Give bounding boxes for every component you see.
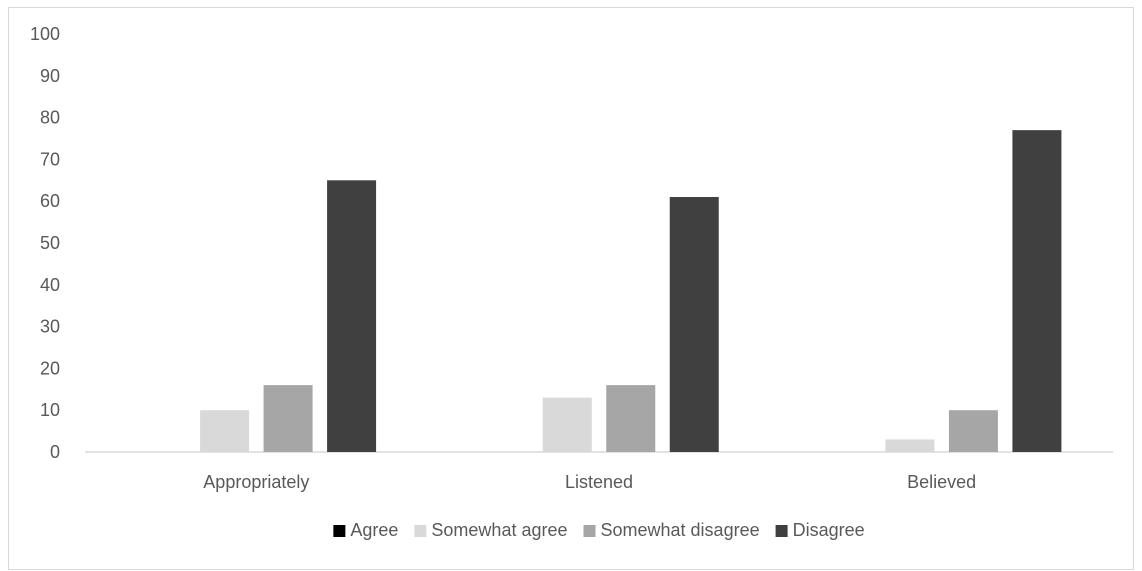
bar-somewhat-agree-appropriately: [200, 410, 250, 452]
x-category-label: Appropriately: [203, 472, 309, 492]
y-tick-label: 60: [40, 191, 60, 211]
x-axis-category-labels: Appropriately Listened Believed: [203, 472, 976, 492]
y-axis-tick-labels: 0 10 20 30 40 50 60 70 80 90 100: [30, 24, 60, 462]
bar-somewhat-agree-believed: [885, 439, 935, 452]
y-tick-label: 0: [50, 442, 60, 462]
legend-label: Agree: [350, 520, 398, 540]
y-tick-label: 20: [40, 358, 60, 378]
chart-frame: [8, 7, 1134, 570]
legend-swatch: [414, 525, 427, 537]
legend-swatch: [583, 525, 596, 537]
x-category-label: Believed: [907, 472, 976, 492]
bar-marks: [200, 130, 1062, 453]
bar-somewhat-disagree-believed: [948, 410, 998, 452]
legend-item-agree: Agree: [333, 520, 398, 540]
bar-somewhat-disagree-appropriately: [263, 385, 313, 452]
legend-item-somewhat-disagree: Somewhat disagree: [583, 520, 760, 540]
legend: Agree Somewhat agree Somewhat disagree Disa…: [333, 520, 865, 540]
legend-swatch: [333, 525, 346, 537]
bar-somewhat-agree-listened: [542, 397, 592, 452]
y-tick-label: 10: [40, 400, 60, 420]
x-category-label: Listened: [565, 472, 633, 492]
bar-disagree-listened: [669, 197, 719, 452]
y-tick-label: 50: [40, 233, 60, 253]
legend-swatch: [775, 525, 788, 537]
legend-label: Somewhat disagree: [601, 520, 760, 540]
legend-item-disagree: Disagree: [775, 520, 865, 540]
y-tick-label: 40: [40, 275, 60, 295]
y-tick-label: 80: [40, 108, 60, 128]
legend-label: Disagree: [793, 520, 865, 540]
bar-disagree-believed: [1012, 130, 1062, 452]
y-tick-label: 70: [40, 149, 60, 169]
y-tick-label: 100: [30, 24, 60, 44]
legend-item-somewhat-agree: Somewhat agree: [414, 520, 568, 540]
legend-label: Somewhat agree: [431, 520, 567, 540]
bar-somewhat-disagree-listened: [606, 385, 656, 452]
bar-disagree-appropriately: [327, 180, 377, 453]
y-tick-label: 90: [40, 66, 60, 86]
y-tick-label: 30: [40, 317, 60, 337]
